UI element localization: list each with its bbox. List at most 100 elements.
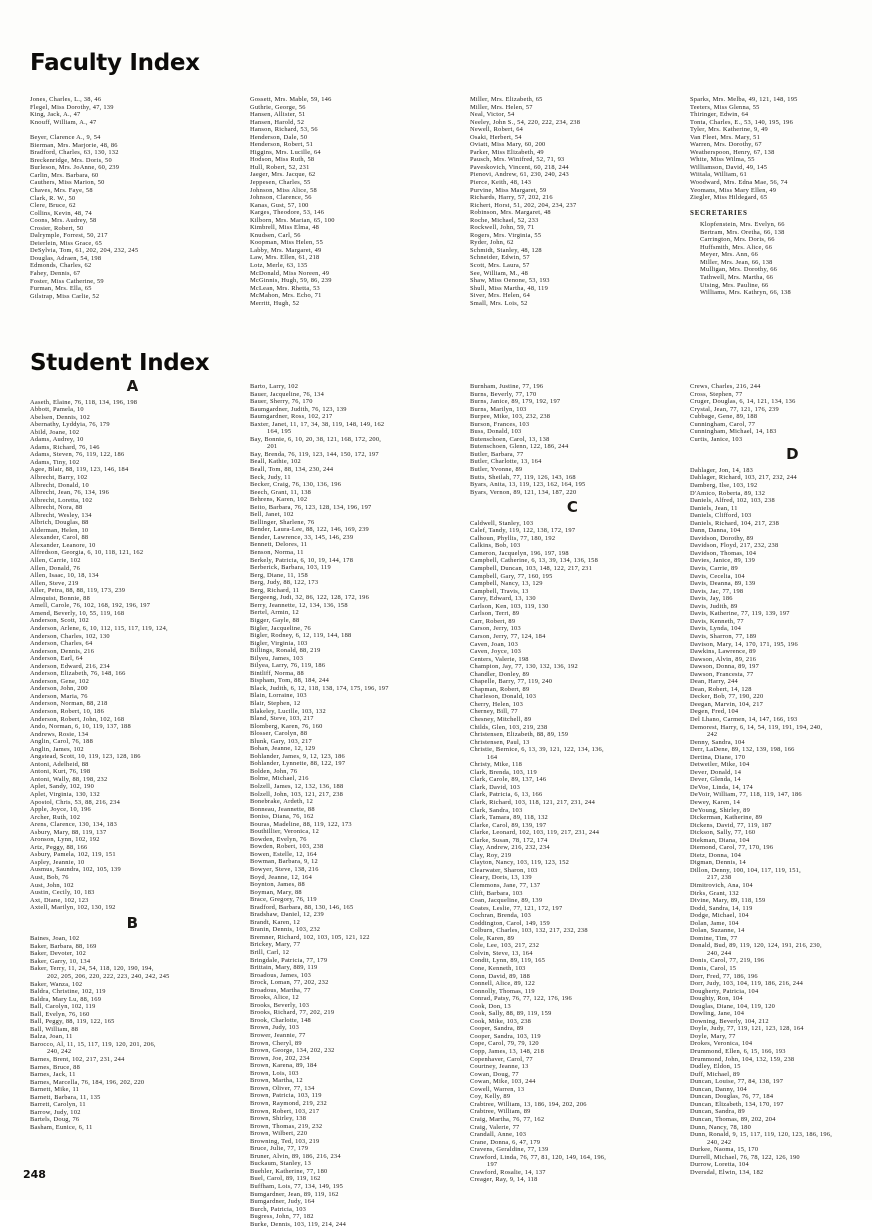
index-entry: Ando, Norman, 6, 10, 119, 137, 188	[30, 723, 131, 731]
index-entry: Carrington, Mrs. Doris, 66	[700, 236, 775, 244]
index-entry: Carlson, Terri, 89	[470, 610, 520, 618]
index-entry: Cunningham, Michael, 14, 183	[690, 428, 777, 436]
index-entry: Woodward, Mrs. Edna Mae, 56, 74	[690, 179, 788, 187]
index-entry: Bauer, Sherry, 76, 170	[250, 398, 313, 406]
index-entry: Blair, Stephen, 12	[250, 699, 301, 707]
index-entry: Jeppesen, Charles, 55	[250, 179, 311, 187]
index-entry: Clark, Carole, 89, 137, 146	[470, 776, 547, 784]
index-entry: Chandler, Donley, 89	[470, 670, 530, 678]
index-entry: Amell, Carole, 76, 102, 168, 192, 196, 1…	[30, 602, 151, 610]
index-entry: Cravens, Geraldine, 77, 139	[470, 1146, 549, 1154]
index-entry: Alfredson, Georgia, 6, 10, 118, 121, 162	[30, 549, 144, 557]
index-entry: Cherry, Helen, 103	[470, 700, 524, 708]
index-entry: Berberick, Barbara, 103, 119	[250, 564, 331, 572]
index-entry: Brooks, Richard, 77, 202, 219	[250, 1009, 335, 1017]
index-entry: Gossett, Mrs. Mable, 59, 146	[250, 96, 332, 103]
index-entry-continuation: 240, 244	[707, 949, 732, 957]
index-entry: Bremner, Richard, 102, 103, 105, 121, 12…	[250, 933, 370, 941]
entry-list: Miller, Mrs. Elizabeth, 65 Miller, Mrs. H…	[470, 96, 675, 307]
index-entry: Caven, Joan, 103	[470, 640, 519, 648]
index-entry: Bumgardner, Jean, 89, 119, 162	[250, 1190, 339, 1198]
index-entry: Clark, Patricia, 6, 13, 166	[470, 791, 543, 799]
index-entry: Dewey, Karen, 14	[690, 798, 741, 806]
index-entry: Bolzell, John, 103, 121, 217, 238	[250, 790, 344, 798]
index-entry: Bowyer, Steve, 138, 216	[250, 866, 319, 873]
index-entry: Dunn, Ronald, 9, 15, 117, 119, 120, 123,…	[690, 1131, 833, 1139]
index-entry: Clift, Barbara, 103	[470, 889, 523, 897]
index-entry: Albrecht, Loretta, 102	[30, 496, 93, 504]
index-entry: Doughty, Ron, 104	[690, 995, 743, 1003]
index-entry: Detweiler, Mike, 104	[690, 761, 750, 769]
index-entry: Aspley, Jeannie, 10	[30, 858, 85, 866]
index-entry: Jones, Charles, L., 38, 46	[30, 96, 102, 103]
index-entry-continuation: 164	[487, 753, 498, 761]
index-entry: Lotz, Merle, 63, 135	[250, 262, 308, 270]
index-entry: Cole, Karen, 89	[470, 934, 515, 942]
index-entry: D'Amico, Roberta, 89, 132	[690, 489, 766, 497]
index-entry: Cauthers, Miss Marion, 50	[30, 179, 105, 187]
index-entry: Daniels, Clifford, 103	[690, 512, 752, 520]
index-entry: Crawford, Rosalie, 14, 137	[470, 1168, 546, 1176]
index-entry: Miller, Mrs. Elizabeth, 65	[470, 96, 543, 103]
index-entry: Alexander, Leanore, 10	[30, 541, 96, 549]
index-entry: Calhoun, Phyllis, 77, 180, 192	[470, 534, 556, 542]
entry-list: Jones, Charles, L., 38, 46 Flegel, Miss D…	[30, 96, 235, 126]
index-entry: Dickens, David, 77, 119, 187	[690, 821, 772, 829]
index-entry: Coons, Mrs. Audrey, 58	[30, 217, 97, 225]
index-entry: Chaves, Mrs. Faye, 58	[30, 187, 93, 195]
index-entry: Cruger, Douglas, 6, 14, 121, 134, 136	[690, 398, 796, 406]
index-entry: Boynton, James, 88	[250, 881, 305, 889]
index-entry: Carr, Robert, 89	[470, 617, 516, 625]
index-entry: Anderson, Elizabeth, 76, 148, 166	[30, 670, 126, 678]
index-entry: Buckaum, Stanley, 13	[250, 1160, 312, 1168]
index-entry: Albrich, Douglas, 88	[30, 519, 89, 527]
index-entry: Daniels, Richard, 104, 217, 238	[690, 519, 780, 527]
index-entry: Dirks, Grant, 132	[690, 889, 739, 897]
index-entry: Allen, Steve, 219	[30, 579, 79, 587]
index-entry: Anderson, Maria, 76	[30, 692, 88, 700]
index-entry: Williams, Mrs. Kathryn, 66, 138	[700, 289, 791, 297]
index-entry: Johnson, Miss Alice, 58	[250, 186, 317, 194]
index-entry: Allen, Donald, 76	[30, 564, 81, 572]
index-entry: Newell, Robert, 64	[470, 126, 524, 134]
index-entry: Brown, Raymond, 219, 232	[250, 1099, 328, 1107]
index-entry: Davis, Lynda, 104	[690, 625, 742, 633]
index-entry: Burke, Dennis, 103, 119, 214, 244	[250, 1220, 347, 1228]
index-entry: Clarke, Leonard, 102, 103, 119, 217, 231…	[470, 829, 600, 837]
index-entry: Blomberg, Karen, 76, 160	[250, 722, 323, 730]
index-entry: Bell, Janet, 102	[250, 511, 294, 519]
index-entry: Bierman, Mrs. Marjorie, 48, 86	[30, 141, 118, 149]
index-entry: Clark, R. W., 50	[30, 194, 76, 202]
index-entry: Duff, Michael, 89	[690, 1070, 740, 1078]
index-entry: Hodson, Miss Ruth, 58	[250, 156, 315, 164]
index-entry: Duncan, Douglas, 76, 77, 184	[690, 1093, 774, 1101]
index-entry: Christy, Mike, 118	[470, 761, 523, 769]
index-entry: Burpee, Mike, 103, 232, 238	[470, 413, 551, 421]
index-entry: Anderson, Robert, John, 102, 168	[30, 715, 125, 723]
index-entry: Conrad, Patsy, 76, 77, 122, 176, 196	[470, 995, 572, 1003]
page-number: 248	[23, 1168, 46, 1181]
index-entry: Dillon, Denny, 100, 104, 117, 119, 151,	[690, 866, 801, 874]
index-entry: Barnett, Mike, 11	[30, 1086, 80, 1094]
index-entry: Van Fleet, Mrs. Mary, 51	[690, 133, 761, 141]
index-entry: Brill, Carl, 12	[250, 949, 290, 957]
index-entry: Archer, Ruth, 102	[30, 813, 81, 821]
index-entry: Cooper, Sandra, 89	[470, 1025, 524, 1033]
index-entry: McGinnis, Hugh, 59, 86, 239	[250, 277, 332, 285]
index-entry: Del Lhano, Carmen, 14, 147, 166, 193	[690, 715, 798, 723]
index-entry: Rockwell, John, 59, 71	[470, 224, 535, 232]
index-entry: Davidson, Floyd, 217, 232, 238	[690, 542, 779, 550]
index-entry: Butler, Charlotte, 13, 164	[470, 458, 542, 466]
index-entry: Balza, Joan, 11	[30, 1033, 73, 1041]
index-entry: Calkins, Bob, 103	[470, 542, 521, 550]
index-entry: Dawkins, Lawrence, 89	[690, 648, 756, 656]
index-entry: Duncan, Thomas, 89, 202, 204	[690, 1115, 776, 1123]
index-entry-continuation: 164, 195	[267, 428, 292, 436]
index-entry: Bertel, Armin, 12	[250, 609, 299, 617]
index-entry: Anglin, Carol, 76, 188	[30, 738, 94, 746]
index-entry: Calef, Tandy, 119, 122, 138, 172, 197	[470, 527, 576, 535]
index-entry: Coates, Leslie, 77, 121, 172, 197	[470, 904, 563, 912]
index-entry: Blosser, Carolyn, 88	[250, 730, 308, 738]
index-entry: Dawson, Alvin, 89, 216	[690, 655, 757, 663]
index-entry: Doyle, Judy, 77, 119, 121, 123, 128, 164	[690, 1025, 804, 1033]
